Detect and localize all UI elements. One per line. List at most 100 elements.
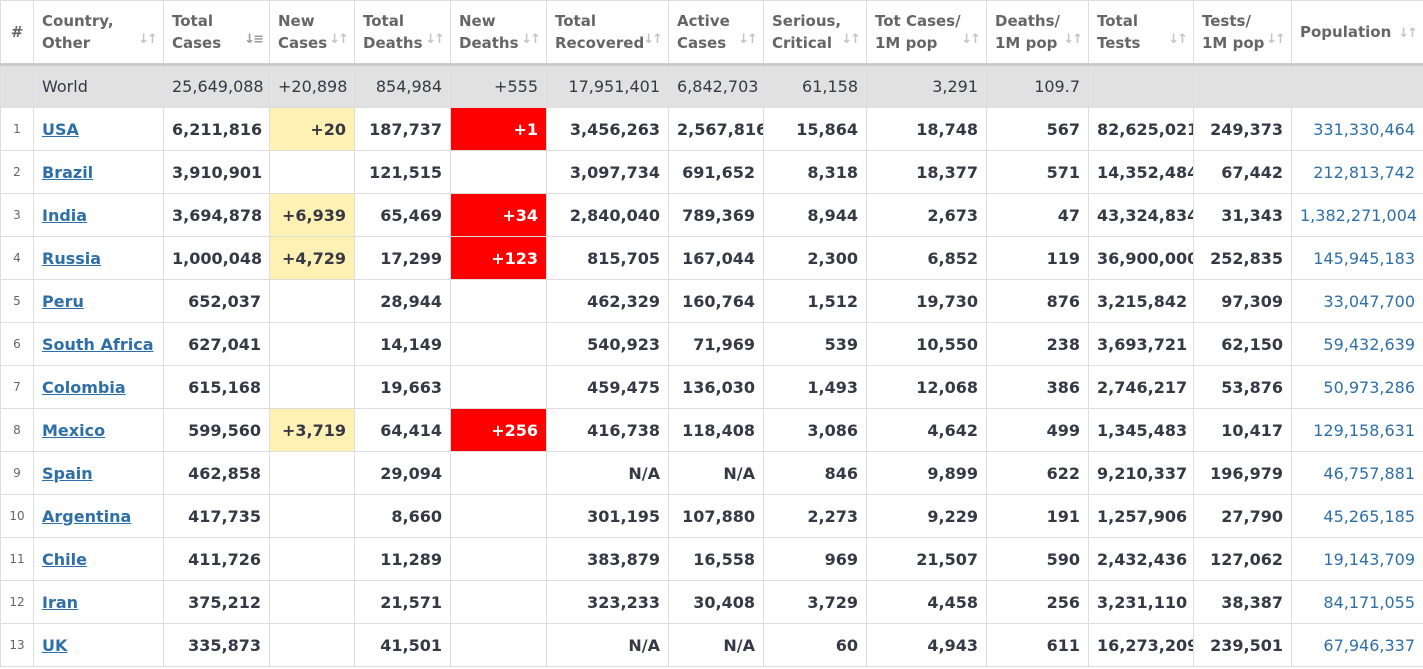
- header-total-tests[interactable]: Total Tests ↓↑: [1088, 0, 1194, 66]
- new-cases-cell: +20: [269, 107, 355, 151]
- total-cases-cell: 6,211,816: [163, 107, 270, 151]
- world-total-tests: [1088, 64, 1194, 108]
- header-deaths-per-million[interactable]: Deaths/1M pop ↓↑: [986, 0, 1089, 66]
- total-cases-cell: 3,910,901: [163, 150, 270, 194]
- population-link[interactable]: 1,382,271,004: [1300, 205, 1418, 225]
- population-cell: 145,945,183: [1291, 236, 1423, 280]
- header-active-cases[interactable]: Active Cases ↓↑: [668, 0, 764, 66]
- total-tests-cell: 1,257,906: [1088, 494, 1194, 538]
- population-link[interactable]: 84,171,055: [1323, 592, 1415, 612]
- country-cell: Brazil: [33, 150, 164, 194]
- sort-icon[interactable]: ↓↑: [738, 32, 758, 47]
- country-link[interactable]: Brazil: [42, 162, 94, 182]
- active-cases-cell: 107,880: [668, 494, 764, 538]
- total-cases-cell: 462,858: [163, 451, 270, 495]
- new-cases-cell: [269, 451, 355, 495]
- country-link[interactable]: Mexico: [42, 420, 106, 440]
- country-cell: India: [33, 193, 164, 237]
- tests-per-million-cell: 38,387: [1193, 580, 1292, 624]
- header-serious-critical[interactable]: Serious, Critical ↓↑: [763, 0, 867, 66]
- total-cases-cell: 375,212: [163, 580, 270, 624]
- new-deaths-cell: [450, 494, 547, 538]
- sort-icon[interactable]: ↓↑: [138, 32, 158, 47]
- sort-icon[interactable]: ↓↑: [1398, 26, 1418, 41]
- country-link[interactable]: USA: [42, 119, 79, 139]
- total-deaths-cell: 65,469: [354, 193, 451, 237]
- population-link[interactable]: 45,265,185: [1323, 506, 1415, 526]
- deaths-per-million-cell: 386: [986, 365, 1089, 409]
- new-cases-cell: +6,939: [269, 193, 355, 237]
- country-link[interactable]: Peru: [42, 291, 84, 311]
- header-tests-per-million[interactable]: Tests/1M pop ↓↑: [1193, 0, 1292, 66]
- population-cell: 50,973,286: [1291, 365, 1423, 409]
- country-link[interactable]: South Africa: [42, 334, 154, 354]
- population-link[interactable]: 33,047,700: [1323, 291, 1415, 311]
- country-cell: Peru: [33, 279, 164, 323]
- world-row: World 25,649,088 +20,898 854,984 +555 17…: [0, 64, 1423, 108]
- row-index: 3: [0, 193, 34, 237]
- sort-icon[interactable]: ↓↑: [329, 32, 349, 47]
- country-link[interactable]: India: [42, 205, 88, 225]
- deaths-per-million-cell: 191: [986, 494, 1089, 538]
- sort-icon[interactable]: ↓↑: [1168, 32, 1188, 47]
- sort-desc-icon[interactable]: ↓≡: [244, 32, 264, 47]
- total-deaths-cell: 28,944: [354, 279, 451, 323]
- sort-icon[interactable]: ↓↑: [643, 32, 663, 47]
- country-link[interactable]: Spain: [42, 463, 93, 483]
- row-index: 13: [0, 623, 34, 667]
- population-cell: 67,946,337: [1291, 623, 1423, 667]
- sort-icon[interactable]: ↓↑: [1063, 32, 1083, 47]
- world-cases-per-million: 3,291: [866, 64, 987, 108]
- country-link[interactable]: Iran: [42, 592, 79, 612]
- country-link[interactable]: Argentina: [42, 506, 132, 526]
- country-link[interactable]: Chile: [42, 549, 87, 569]
- serious-critical-cell: 969: [763, 537, 867, 581]
- population-link[interactable]: 19,143,709: [1323, 549, 1415, 569]
- sort-icon[interactable]: ↓↑: [961, 32, 981, 47]
- sort-icon[interactable]: ↓↑: [425, 32, 445, 47]
- header-new-cases[interactable]: New Cases ↓↑: [269, 0, 355, 66]
- population-link[interactable]: 331,330,464: [1313, 119, 1415, 139]
- population-link[interactable]: 212,813,742: [1313, 162, 1415, 182]
- population-link[interactable]: 145,945,183: [1313, 248, 1415, 268]
- cases-per-million-cell: 9,899: [866, 451, 987, 495]
- header-country[interactable]: Country, Other ↓↑: [33, 0, 164, 66]
- active-cases-cell: 16,558: [668, 537, 764, 581]
- row-index: 9: [0, 451, 34, 495]
- country-link[interactable]: Russia: [42, 248, 102, 268]
- sort-icon[interactable]: ↓↑: [1266, 32, 1286, 47]
- header-new-deaths[interactable]: New Deaths ↓↑: [450, 0, 547, 66]
- country-link[interactable]: Colombia: [42, 377, 126, 397]
- row-index: 6: [0, 322, 34, 366]
- header-total-deaths[interactable]: Total Deaths ↓↑: [354, 0, 451, 66]
- population-link[interactable]: 46,757,881: [1323, 463, 1415, 483]
- total-recovered-cell: 540,923: [546, 322, 669, 366]
- header-total-recovered[interactable]: Total Recovered ↓↑: [546, 0, 669, 66]
- tests-per-million-cell: 31,343: [1193, 193, 1292, 237]
- tests-per-million-cell: 127,062: [1193, 537, 1292, 581]
- population-link[interactable]: 67,946,337: [1323, 635, 1415, 655]
- total-cases-cell: 417,735: [163, 494, 270, 538]
- sort-icon[interactable]: ↓↑: [841, 32, 861, 47]
- header-index[interactable]: #: [0, 0, 34, 66]
- country-cell: Chile: [33, 537, 164, 581]
- total-recovered-cell: N/A: [546, 451, 669, 495]
- new-deaths-cell: [450, 279, 547, 323]
- row-index: 5: [0, 279, 34, 323]
- population-link[interactable]: 59,432,639: [1323, 334, 1415, 354]
- header-population[interactable]: Population ↓↑: [1291, 0, 1423, 66]
- country-cell: Spain: [33, 451, 164, 495]
- total-cases-cell: 627,041: [163, 322, 270, 366]
- new-deaths-cell: +123: [450, 236, 547, 280]
- population-link[interactable]: 129,158,631: [1313, 420, 1415, 440]
- world-tests-per-million: [1193, 64, 1292, 108]
- country-cell: Mexico: [33, 408, 164, 452]
- country-link[interactable]: UK: [42, 635, 68, 655]
- header-total-cases[interactable]: Total Cases ↓≡: [163, 0, 270, 66]
- total-cases-cell: 652,037: [163, 279, 270, 323]
- sort-icon[interactable]: ↓↑: [521, 32, 541, 47]
- population-link[interactable]: 50,973,286: [1323, 377, 1415, 397]
- header-cases-per-million[interactable]: Tot Cases/1M pop ↓↑: [866, 0, 987, 66]
- serious-critical-cell: 846: [763, 451, 867, 495]
